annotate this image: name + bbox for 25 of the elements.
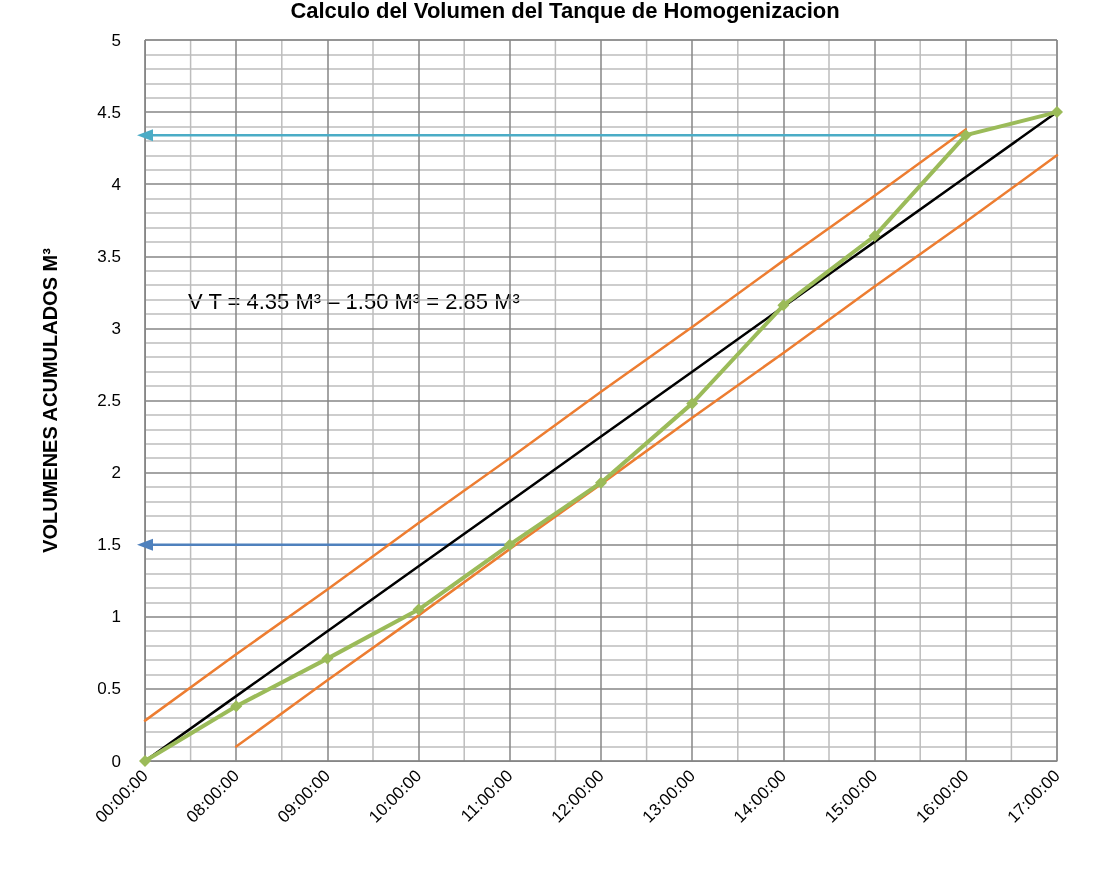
y-tick-label: 2 — [111, 463, 121, 483]
y-tick-label: 1.5 — [97, 535, 121, 555]
y-tick-label: 1 — [111, 607, 121, 627]
point — [1051, 106, 1063, 119]
y-tick-label: 0 — [111, 751, 121, 771]
chart-title: Calculo del Volumen del Tanque de Homogenizacion — [290, 0, 840, 23]
point — [595, 476, 607, 489]
y-tick-label: 0.5 — [97, 679, 121, 699]
point — [686, 397, 699, 410]
point — [959, 129, 972, 142]
point — [777, 299, 790, 312]
y-tick-label: 4 — [111, 174, 121, 194]
point — [412, 603, 425, 616]
y-tick-label: 4.5 — [97, 102, 121, 122]
point — [139, 755, 151, 767]
y-tick-label: 3.5 — [97, 246, 121, 266]
point — [230, 700, 243, 713]
point — [868, 230, 881, 243]
y-tick-label: 2.5 — [97, 391, 121, 410]
y-axis-title: VOLUMENES ACUMULADOS M³ — [39, 247, 61, 553]
point — [321, 652, 334, 665]
y-tick-label: 3 — [111, 318, 121, 338]
y-tick-label: 5 — [111, 30, 121, 50]
point — [503, 538, 516, 551]
annotation: V T = 4.35 M³ – 1.50 M³ = 2.85 M³ — [188, 288, 520, 314]
